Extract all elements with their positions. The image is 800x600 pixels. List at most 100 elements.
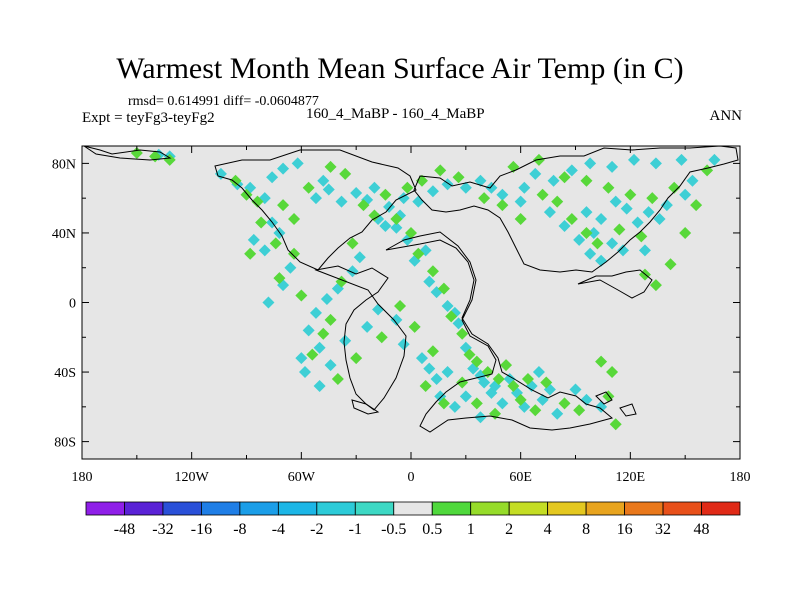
cool-anomaly-cell bbox=[606, 160, 619, 173]
coastline-arctic-islands bbox=[83, 145, 172, 161]
warm-anomaly-cell bbox=[558, 397, 571, 410]
colorbar-swatch bbox=[508, 501, 549, 516]
colorbar-label: 1 bbox=[467, 521, 475, 538]
colorbar-label: 16 bbox=[617, 521, 633, 538]
warm-anomaly-cell bbox=[481, 366, 494, 379]
warm-anomaly-cell bbox=[401, 181, 414, 194]
coastline-layer bbox=[83, 145, 739, 433]
warm-anomaly-cell bbox=[540, 376, 553, 389]
cool-anomaly-cell bbox=[459, 390, 472, 403]
cool-anomaly-cell bbox=[606, 237, 619, 250]
y-tick-label: 40N bbox=[52, 227, 76, 242]
cool-anomaly-cell bbox=[309, 306, 322, 319]
warm-anomaly-cell bbox=[478, 192, 491, 205]
colorbar-swatch bbox=[354, 501, 395, 516]
plot-area: 180 120W 60W 0 60E 120E 180 80N 40N 0 40S 80S bbox=[52, 145, 751, 485]
cool-anomaly-cell bbox=[620, 202, 633, 215]
warm-anomaly-cell bbox=[529, 404, 542, 417]
warm-anomaly-cell bbox=[646, 192, 659, 205]
cool-anomaly-cell bbox=[214, 167, 227, 180]
cool-anomaly-cell bbox=[353, 251, 366, 264]
colorbar-swatch bbox=[547, 501, 587, 516]
y-tick-label: 80S bbox=[54, 436, 76, 451]
expt-label: Expt = teyFg3-teyFg2 bbox=[82, 110, 215, 126]
colorbar-swatch bbox=[431, 501, 472, 516]
cool-anomaly-cell bbox=[320, 293, 333, 306]
coastline-africa bbox=[385, 231, 614, 433]
cool-anomaly-cell bbox=[295, 352, 308, 365]
colorbar-label: 32 bbox=[655, 521, 671, 538]
cool-anomaly-cell bbox=[558, 219, 571, 232]
colorbar-swatch bbox=[277, 501, 318, 516]
coastline-north-america bbox=[214, 149, 417, 271]
warm-anomaly-cell bbox=[580, 226, 593, 239]
cool-anomaly-cell bbox=[580, 393, 593, 406]
warm-anomaly-cell bbox=[492, 373, 505, 386]
cool-anomaly-cell bbox=[518, 181, 531, 194]
cool-anomaly-cell bbox=[309, 192, 322, 205]
colorbar-swatch bbox=[701, 501, 741, 516]
warm-anomaly-cell bbox=[434, 164, 447, 177]
warm-anomaly-cell bbox=[302, 181, 315, 194]
cool-anomaly-cell bbox=[266, 171, 279, 184]
colorbar-swatch bbox=[662, 501, 702, 516]
colorbar-swatch bbox=[85, 501, 125, 516]
cool-anomaly-cell bbox=[686, 174, 699, 187]
cool-anomaly-cell bbox=[350, 186, 363, 199]
warm-anomaly-cell bbox=[514, 213, 527, 226]
colorbar: -48 -32 -16 -8 -4 -2 -1 -0.5 0.5 1 2 4 8 16 32 48 bbox=[85, 501, 741, 538]
cool-anomaly-cell bbox=[551, 407, 564, 420]
cool-anomaly-cell bbox=[419, 244, 432, 257]
colorbar-swatch bbox=[470, 501, 510, 516]
cool-anomaly-cell bbox=[426, 185, 439, 198]
period-label: ANN bbox=[709, 108, 743, 124]
cool-anomaly-cell bbox=[390, 313, 403, 326]
cool-anomaly-cell bbox=[679, 188, 692, 201]
cool-anomaly-cell bbox=[642, 206, 655, 219]
warm-anomaly-cell bbox=[649, 279, 662, 292]
cool-anomaly-cell bbox=[448, 400, 461, 413]
warm-anomaly-cell bbox=[613, 223, 626, 236]
warm-anomaly-cell bbox=[624, 188, 637, 201]
warm-anomaly-cell bbox=[437, 282, 450, 295]
cool-anomaly-cell bbox=[379, 219, 392, 232]
colorbar-label: 2 bbox=[505, 521, 513, 538]
cool-anomaly-cell bbox=[609, 195, 622, 208]
cool-anomaly-cell bbox=[496, 188, 509, 201]
colorbar-label: -4 bbox=[272, 521, 285, 538]
warm-anomaly-cell bbox=[521, 373, 534, 386]
warm-anomaly-cell bbox=[288, 247, 301, 260]
warm-anomaly-cell bbox=[514, 393, 527, 406]
warm-anomaly-cell bbox=[602, 181, 615, 194]
warm-anomaly-cell bbox=[426, 265, 439, 278]
cool-anomaly-cell bbox=[547, 174, 560, 187]
warm-anomaly-cell bbox=[229, 174, 242, 187]
warm-anomaly-cell bbox=[507, 379, 520, 392]
warm-anomaly-cell bbox=[412, 247, 425, 260]
warm-anomaly-cell bbox=[595, 355, 608, 368]
x-tick-label: 180 bbox=[730, 470, 751, 485]
cool-anomaly-cell bbox=[361, 320, 374, 333]
warm-anomaly-cell bbox=[408, 320, 421, 333]
warm-anomaly-cell bbox=[558, 171, 571, 184]
warm-anomaly-cell bbox=[324, 313, 337, 326]
warm-anomaly-cell bbox=[551, 195, 564, 208]
cool-anomaly-cell bbox=[441, 299, 454, 312]
experiment-ids: 160_4_MaBP - 160_4_MaBP bbox=[306, 106, 485, 122]
cool-anomaly-cell bbox=[291, 157, 304, 170]
warm-anomaly-cell bbox=[339, 167, 352, 180]
colorbar-swatch bbox=[393, 501, 433, 516]
cool-anomaly-cell bbox=[423, 362, 436, 375]
colorbar-label: -1 bbox=[349, 521, 362, 538]
cool-anomaly-cell bbox=[459, 181, 472, 194]
cool-anomaly-cell bbox=[313, 341, 326, 354]
cool-anomaly-cell bbox=[514, 195, 527, 208]
cool-anomaly-cell bbox=[298, 366, 311, 379]
cool-anomaly-cell bbox=[660, 199, 673, 212]
warm-anomaly-cell bbox=[456, 327, 469, 340]
cool-anomaly-cell bbox=[441, 366, 454, 379]
warm-anomaly-cell bbox=[463, 348, 476, 361]
warm-anomaly-cell bbox=[679, 226, 692, 239]
warm-anomaly-cell bbox=[317, 327, 330, 340]
warm-anomaly-cell bbox=[573, 404, 586, 417]
